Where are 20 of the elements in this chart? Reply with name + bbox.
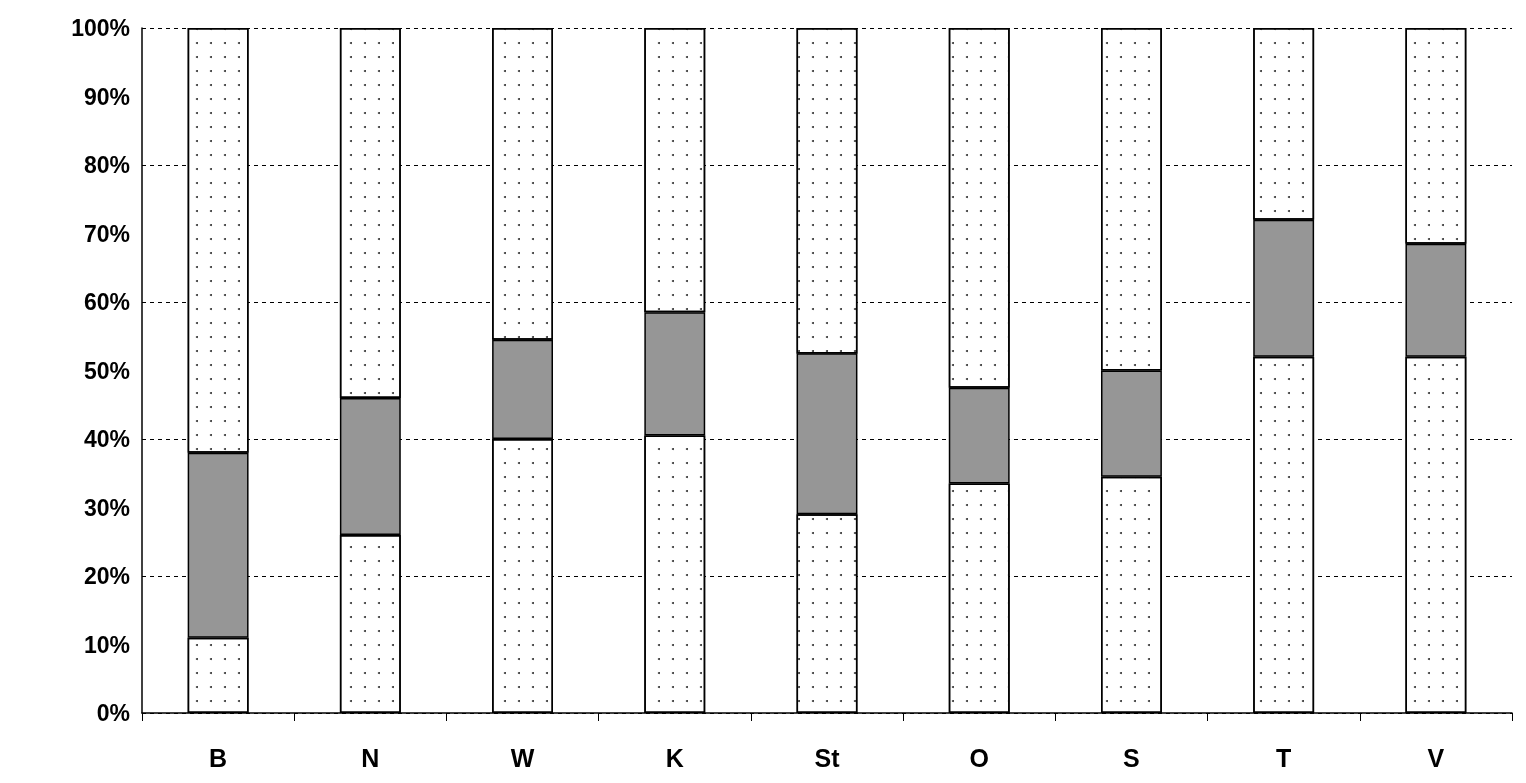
y-tick-label: 10% [83,631,130,658]
x-tick-label: N [361,743,380,772]
x-tick-label: V [1427,743,1445,772]
y-tick-label: 50% [83,357,130,384]
x-tick-label: S [1123,743,1140,772]
y-tick-label: 60% [83,289,130,315]
y-tick-label: 40% [83,426,130,452]
x-tick-label: K [665,743,684,772]
x-tick-label: T [1276,743,1292,772]
y-tick-label: 90% [83,83,130,110]
y-tick-label: 0% [96,700,130,726]
y-tick-label: 70% [83,220,130,247]
y-tick-label: 100% [71,15,130,41]
x-tick-label: W [510,743,535,772]
y-tick-label: 80% [83,152,130,178]
x-tick-label: O [969,743,989,772]
y-tick-label: 20% [83,563,130,589]
x-tick-label: St [814,743,841,772]
y-tick-label: 30% [83,494,130,521]
x-tick-label: B [209,743,228,772]
